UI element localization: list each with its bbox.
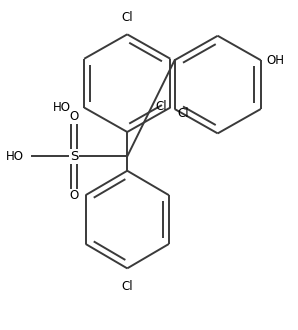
Text: Cl: Cl [121,11,133,24]
Text: Cl: Cl [121,280,133,293]
Text: O: O [69,110,79,123]
Text: Cl: Cl [178,107,189,120]
Text: HO: HO [6,150,24,163]
Text: OH: OH [266,54,285,67]
Text: S: S [70,150,78,163]
Text: O: O [69,189,79,202]
Text: Cl: Cl [156,100,167,113]
Text: HO: HO [53,101,71,114]
